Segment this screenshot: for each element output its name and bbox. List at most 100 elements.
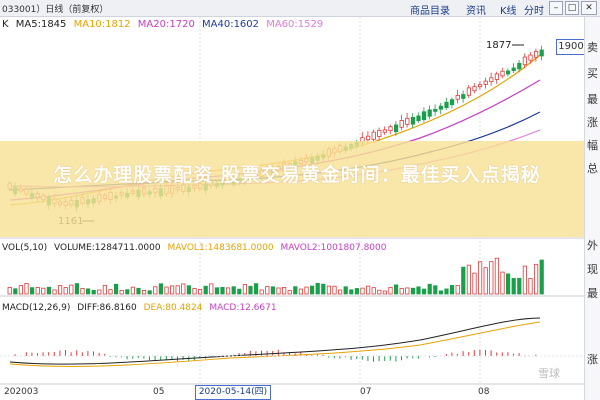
watermark-text: 雪球 bbox=[538, 367, 560, 380]
volume-bar bbox=[416, 286, 421, 295]
volume-bar bbox=[281, 287, 287, 295]
volume-bar bbox=[97, 289, 102, 295]
volume-bar bbox=[287, 290, 292, 295]
tab-kline[interactable]: K线 bbox=[500, 6, 517, 17]
volume-bar bbox=[315, 282, 320, 295]
volume-bar bbox=[102, 284, 107, 295]
volume-bar bbox=[18, 285, 24, 295]
axis-label-05: 05 bbox=[153, 387, 165, 397]
volume-bar bbox=[225, 287, 231, 295]
volume-bar bbox=[483, 267, 488, 295]
volume-bar bbox=[58, 285, 63, 295]
volume-bar bbox=[399, 288, 404, 295]
volume-bar bbox=[433, 285, 438, 295]
volume-bar bbox=[7, 287, 12, 295]
volume-bar bbox=[91, 289, 96, 295]
volume-bar bbox=[253, 283, 259, 295]
volume-bar bbox=[309, 285, 315, 295]
volume-bar bbox=[130, 286, 135, 295]
candle-body bbox=[477, 84, 483, 88]
sidebar-char-latest-2: 最 bbox=[587, 287, 598, 300]
volume-bar bbox=[505, 273, 511, 295]
volume-bar bbox=[220, 286, 225, 295]
ad-banner-overlay bbox=[0, 141, 584, 237]
volume-bar bbox=[517, 277, 522, 295]
ma60-label: MA60:1529 bbox=[266, 19, 324, 30]
volume-bar bbox=[410, 287, 416, 295]
high-price-label: 1877 bbox=[486, 40, 511, 51]
volume-bar bbox=[293, 286, 298, 295]
volume-bar bbox=[125, 289, 130, 295]
candle-body bbox=[455, 95, 460, 100]
candle-body bbox=[534, 50, 539, 58]
candle-body bbox=[444, 101, 449, 109]
volume-bar bbox=[388, 287, 393, 295]
macd-legend: MACD(12,26,9) DIFF:86.8160 DEA:80.4824 M… bbox=[2, 303, 277, 313]
volume-bar bbox=[489, 261, 494, 295]
candle-body bbox=[483, 80, 488, 85]
volume-bar bbox=[539, 259, 544, 295]
axis-label-202003: 202003 bbox=[4, 387, 39, 397]
candle-body bbox=[371, 131, 376, 140]
minimize-icon[interactable]: – bbox=[549, 1, 563, 15]
main-chart-panel[interactable]: K MA5:1845 MA10:1812 MA20:1720 MA40:1602… bbox=[0, 17, 586, 239]
candle-body bbox=[438, 105, 444, 110]
volume-bar bbox=[438, 290, 444, 295]
volume-bar bbox=[449, 284, 455, 295]
volume-bar bbox=[237, 288, 242, 295]
volume-bar bbox=[52, 289, 57, 295]
candle-body bbox=[461, 94, 466, 99]
volume-bar bbox=[86, 288, 91, 295]
dea-value: DEA:80.4824 bbox=[144, 303, 203, 313]
sidebar-char-total: 总 bbox=[587, 162, 598, 175]
candle-body bbox=[500, 70, 505, 77]
volume-bar bbox=[29, 287, 35, 295]
volume-bar bbox=[242, 284, 247, 295]
volume-bar bbox=[108, 289, 113, 295]
volume-bar bbox=[270, 286, 276, 295]
volume-bar bbox=[405, 287, 410, 295]
candle-body bbox=[511, 67, 516, 72]
diff-line bbox=[9, 317, 541, 365]
axis-label-07: 07 bbox=[360, 387, 372, 397]
tab-news[interactable]: 资讯 bbox=[466, 6, 486, 17]
volume-bar bbox=[377, 289, 382, 295]
volume-value: VOLUME:1284711.0000 bbox=[54, 243, 161, 253]
tab-catalog[interactable]: 商品目录 bbox=[410, 6, 450, 17]
volume-bar bbox=[175, 285, 180, 295]
volume-bar bbox=[197, 289, 203, 295]
candle-body bbox=[365, 135, 371, 141]
volume-bar bbox=[41, 287, 46, 295]
volume-bar bbox=[74, 283, 79, 295]
chart-title-k: K bbox=[2, 19, 9, 30]
volume-bar bbox=[382, 290, 388, 295]
volume-bar bbox=[321, 283, 326, 295]
mavol1-value: MAVOL1:1483681.0000 bbox=[168, 243, 274, 253]
ma10-label: MA10:1812 bbox=[73, 19, 131, 30]
volume-bar bbox=[214, 287, 219, 295]
candle-body bbox=[539, 49, 544, 57]
candle-body bbox=[522, 56, 528, 66]
volume-bar bbox=[472, 272, 477, 295]
candle-body bbox=[393, 124, 399, 133]
candle-body bbox=[388, 126, 393, 132]
close-icon[interactable]: ✕ bbox=[581, 1, 597, 15]
volume-bar bbox=[158, 283, 163, 295]
volume-bar bbox=[231, 286, 236, 295]
tab-timeshare[interactable]: 分时 bbox=[524, 6, 544, 17]
axis-label-08: 08 bbox=[478, 387, 490, 397]
sidebar-char-latest: 最 bbox=[587, 93, 598, 106]
ma5-label: MA5:1845 bbox=[15, 19, 67, 30]
volume-bar bbox=[393, 284, 399, 295]
volume-bar bbox=[153, 286, 158, 295]
volume-bar bbox=[494, 257, 500, 295]
volume-bar bbox=[35, 287, 40, 295]
mavol2-value: MAVOL2:1001807.8000 bbox=[280, 243, 386, 253]
maximize-icon[interactable]: □ bbox=[565, 1, 579, 15]
candle-body bbox=[489, 77, 494, 83]
sidebar-char-now: 现 bbox=[587, 263, 598, 276]
window-title-bar: 033001）日线（前复权） 商品目录 资讯 K线 分时 – □ ✕ bbox=[0, 0, 600, 17]
volume-bar bbox=[265, 286, 270, 295]
quote-sidebar: 卖 买 最 涨 幅 总 外 现 最 涨 bbox=[584, 17, 600, 400]
volume-bar bbox=[461, 266, 466, 295]
